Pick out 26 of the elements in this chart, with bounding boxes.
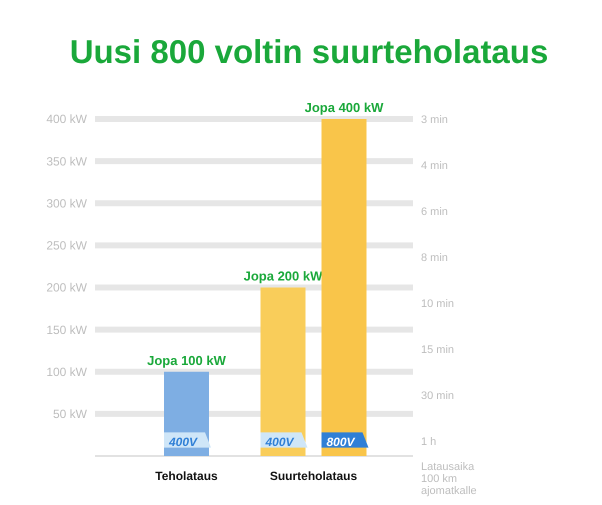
y-tick-label: 100 kW xyxy=(46,364,88,379)
text: 10 min xyxy=(421,298,454,310)
text: 4 min xyxy=(421,160,448,172)
series-label: 400V xyxy=(168,434,198,449)
text: 400V xyxy=(266,434,294,449)
y-tick-label: 50 kW xyxy=(52,407,88,422)
text: 15 min xyxy=(421,344,454,356)
y-tick-label: 300 kW xyxy=(46,196,88,210)
y-tick-label: 200 kW xyxy=(46,280,88,295)
chart-title: Uusi 800 voltin suurteholataus xyxy=(70,33,548,70)
data-label: Jopa 400 kW xyxy=(304,100,384,115)
text: 1 h xyxy=(421,436,436,448)
series-label: 800V xyxy=(326,434,356,449)
y-tick-label: 250 kW xyxy=(46,238,88,253)
text: Latausaika 100 km ajomatkalle xyxy=(421,460,477,497)
y-tick-label: 350 kW xyxy=(46,154,88,168)
x-tick-label: Suurteholataus xyxy=(270,469,358,483)
text: 6 min xyxy=(421,206,448,218)
data-label: Jopa 200 kW xyxy=(244,268,324,284)
text: 3 min xyxy=(421,114,448,126)
y-tick-label: 150 kW xyxy=(46,322,88,337)
text: 30 min xyxy=(421,390,454,402)
y-tick-label: 400 kW xyxy=(46,112,88,126)
x-tick-label: Teholataus xyxy=(155,469,218,483)
text: 8 min xyxy=(421,252,448,264)
data-label: Jopa 100 kW xyxy=(147,352,227,368)
